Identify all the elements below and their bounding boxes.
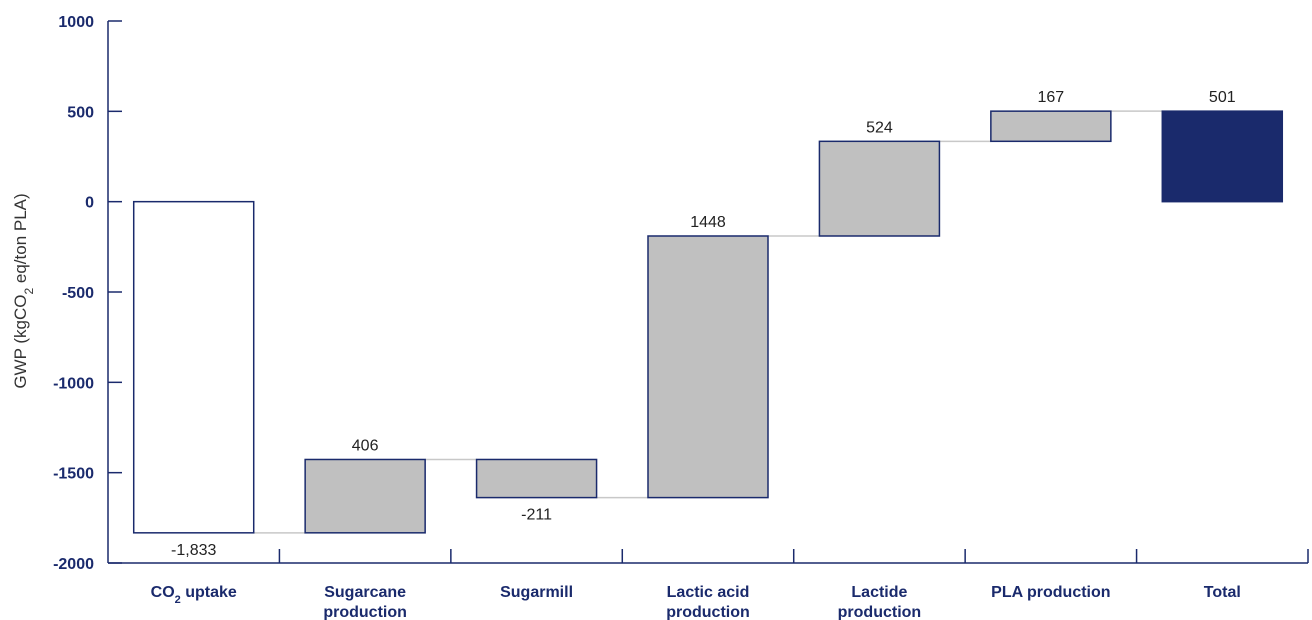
x-tick-label: Lactide — [851, 584, 907, 601]
x-tick-label: production — [323, 604, 407, 620]
bar — [818, 140, 941, 237]
data-label: 167 — [1038, 89, 1065, 106]
data-label: 501 — [1209, 89, 1236, 106]
y-tick-label: -1500 — [53, 466, 94, 483]
bar — [990, 110, 1112, 143]
x-tick-label: Sugarcane — [324, 584, 406, 601]
x-tick-label: production — [666, 604, 750, 620]
data-label: 524 — [866, 119, 893, 136]
x-tick-label: production — [838, 604, 922, 620]
y-tick-label: 0 — [85, 195, 94, 212]
bar — [475, 458, 598, 499]
y-tick-label: 500 — [67, 104, 94, 121]
y-tick-label: -1000 — [53, 375, 94, 392]
connector-lines — [253, 110, 1163, 534]
bar — [132, 200, 255, 534]
y-tick-label: -500 — [62, 285, 94, 302]
x-tick-label: Lactic acid — [667, 584, 750, 601]
data-label: 406 — [352, 437, 379, 454]
x-tick-label: CO2 uptake — [151, 584, 237, 606]
x-tick-label: Total — [1204, 584, 1241, 601]
x-tick-label: Sugarmill — [500, 584, 573, 601]
data-label: 1448 — [690, 214, 726, 231]
x-tick-label: PLA production — [991, 584, 1110, 601]
bars — [132, 110, 1284, 534]
y-axis-title: GWP (kgCO2 eq/ton PLA) — [11, 193, 36, 388]
data-label: -211 — [521, 507, 552, 524]
bar — [647, 235, 769, 499]
y-tick-label: -2000 — [53, 556, 94, 573]
y-tick-label: 1000 — [58, 14, 94, 31]
axes: 1000 500 0 -500 -1000 -1500 -2000 CO2 uptake Sug… — [53, 14, 1309, 620]
data-labels: -1,833 406 -211 1448 524 167 501 — [171, 89, 1236, 559]
bar — [1161, 110, 1284, 203]
bar — [304, 458, 426, 534]
data-label: -1,833 — [171, 542, 216, 559]
